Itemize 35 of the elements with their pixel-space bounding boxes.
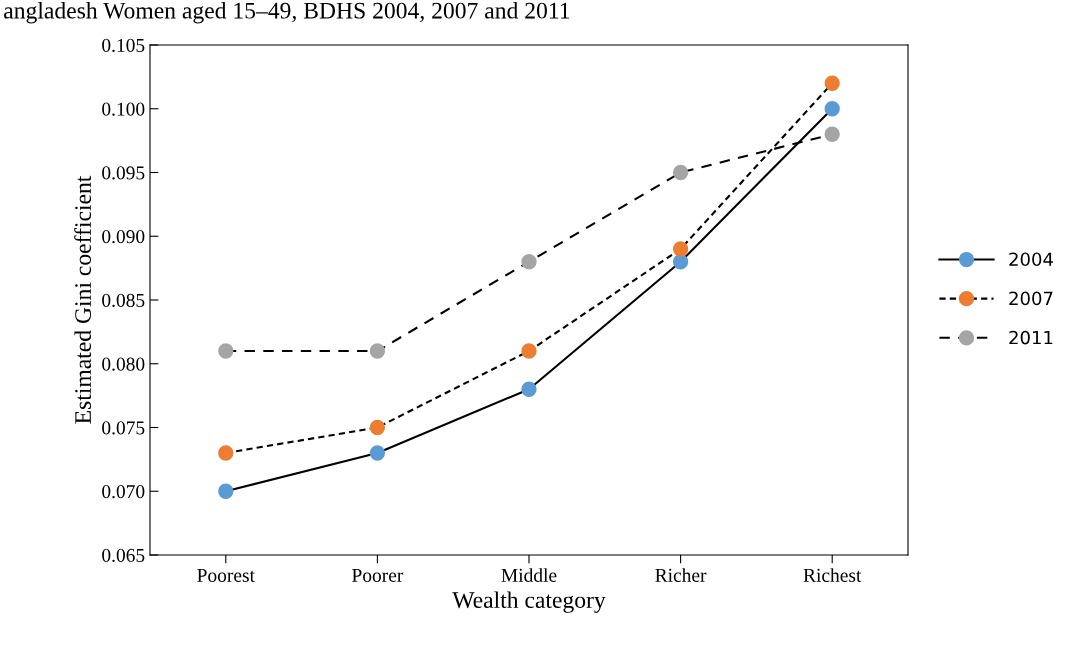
x-tick-label: Poorer	[352, 568, 404, 582]
point	[369, 419, 386, 436]
x-axis-title: Wealth category	[452, 591, 606, 613]
y-tick-label: 0.100	[102, 102, 145, 116]
legend-label: 2004	[1009, 252, 1053, 267]
y-axis-title: Estimated Gini coefficient	[74, 175, 92, 424]
x-tick-label: Middle	[501, 568, 557, 582]
y-tick-label: 0.070	[102, 485, 145, 499]
point	[369, 445, 386, 461]
point	[521, 343, 537, 359]
point	[824, 75, 840, 91]
point	[824, 101, 840, 117]
legend-label: 2007	[1009, 291, 1053, 306]
y-tick-label: 0.085	[102, 293, 145, 308]
point	[218, 445, 234, 461]
point	[521, 381, 537, 397]
y-tick-label: 0.095	[102, 166, 145, 180]
point	[672, 241, 689, 257]
point	[672, 164, 689, 181]
y-tick-label: 0.105	[102, 38, 145, 53]
y-tick-label: 0.090	[102, 230, 145, 244]
y-tick-label: 0.080	[102, 357, 145, 371]
x-tick-label: Richest	[803, 568, 862, 582]
point	[218, 483, 234, 499]
y-tick-label: 0.065	[102, 548, 145, 563]
point	[369, 343, 386, 359]
x-tick-label: Poorest	[197, 568, 255, 582]
x-tick-label: Richer	[655, 568, 707, 582]
point	[672, 254, 689, 270]
legend-label: 2011	[1009, 330, 1053, 345]
chart-title: angladesh Women aged 15–49, BDHS 2004, 2007 and 2011	[4, 1, 570, 24]
y-tick-label: 0.075	[102, 421, 145, 435]
point	[218, 343, 234, 359]
point	[824, 126, 840, 142]
point	[521, 254, 537, 270]
